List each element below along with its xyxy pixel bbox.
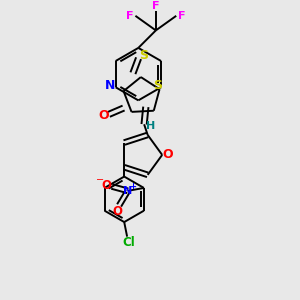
Text: −: − bbox=[95, 175, 104, 185]
Text: O: O bbox=[113, 205, 123, 218]
Text: O: O bbox=[98, 109, 109, 122]
Text: +: + bbox=[130, 182, 136, 191]
Text: F: F bbox=[178, 11, 185, 21]
Text: S: S bbox=[153, 79, 162, 92]
Text: F: F bbox=[152, 1, 160, 11]
Text: N: N bbox=[105, 79, 116, 92]
Text: Cl: Cl bbox=[122, 236, 135, 249]
Text: S: S bbox=[139, 49, 148, 62]
Text: O: O bbox=[163, 148, 173, 161]
Text: H: H bbox=[146, 121, 155, 131]
Text: O: O bbox=[101, 178, 111, 191]
Text: N: N bbox=[123, 186, 133, 196]
Text: F: F bbox=[126, 11, 134, 21]
